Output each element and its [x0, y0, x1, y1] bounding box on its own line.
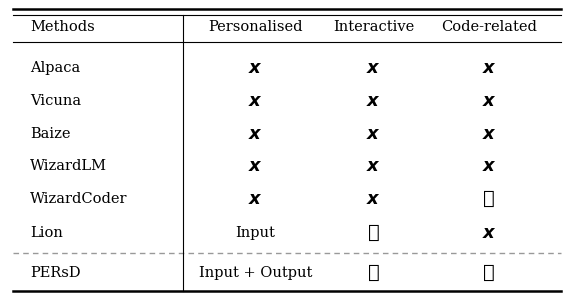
Text: WizardLM: WizardLM	[30, 159, 107, 173]
Text: ✓: ✓	[368, 224, 379, 242]
Text: Input + Output: Input + Output	[199, 266, 312, 280]
Text: Vicuna: Vicuna	[30, 94, 81, 108]
Text: Input: Input	[235, 226, 276, 240]
Text: $\boldsymbol{x}$: $\boldsymbol{x}$	[248, 92, 263, 110]
Text: Code-related: Code-related	[441, 20, 537, 34]
Text: $\boldsymbol{x}$: $\boldsymbol{x}$	[248, 59, 263, 77]
Text: $\boldsymbol{x}$: $\boldsymbol{x}$	[248, 190, 263, 208]
Text: $\boldsymbol{x}$: $\boldsymbol{x}$	[482, 224, 496, 242]
Text: $\boldsymbol{x}$: $\boldsymbol{x}$	[482, 125, 496, 143]
Text: $\boldsymbol{x}$: $\boldsymbol{x}$	[367, 190, 381, 208]
Text: $\boldsymbol{x}$: $\boldsymbol{x}$	[367, 92, 381, 110]
Text: $\boldsymbol{x}$: $\boldsymbol{x}$	[367, 59, 381, 77]
Text: $\boldsymbol{x}$: $\boldsymbol{x}$	[482, 92, 496, 110]
Text: ✓: ✓	[368, 264, 379, 282]
Text: $\boldsymbol{x}$: $\boldsymbol{x}$	[482, 59, 496, 77]
Text: Personalised: Personalised	[208, 20, 303, 34]
Text: Methods: Methods	[30, 20, 95, 34]
Text: ✓: ✓	[483, 264, 495, 282]
Text: Baize: Baize	[30, 127, 71, 141]
Text: ✓: ✓	[483, 190, 495, 208]
Text: $\boldsymbol{x}$: $\boldsymbol{x}$	[248, 157, 263, 175]
Text: PERsD: PERsD	[30, 266, 81, 280]
Text: Interactive: Interactive	[333, 20, 414, 34]
Text: WizardCoder: WizardCoder	[30, 192, 128, 206]
Text: $\boldsymbol{x}$: $\boldsymbol{x}$	[367, 157, 381, 175]
Text: $\boldsymbol{x}$: $\boldsymbol{x}$	[248, 125, 263, 143]
Text: Alpaca: Alpaca	[30, 61, 81, 75]
Text: $\boldsymbol{x}$: $\boldsymbol{x}$	[367, 125, 381, 143]
Text: Lion: Lion	[30, 226, 63, 240]
Text: $\boldsymbol{x}$: $\boldsymbol{x}$	[482, 157, 496, 175]
